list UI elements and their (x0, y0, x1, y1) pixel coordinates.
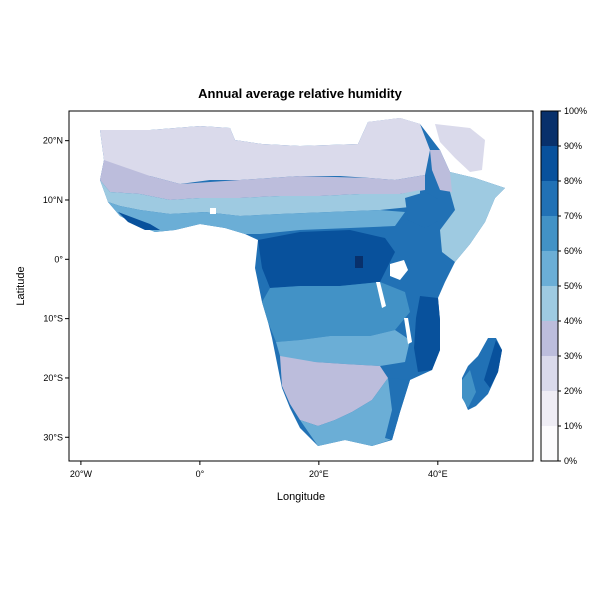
legend-label: 60% (564, 246, 582, 256)
guinea-coast (118, 212, 160, 230)
kalahari-zone (280, 356, 388, 426)
plot-frame (68, 110, 534, 462)
legend-label: 0% (564, 456, 577, 466)
legend-label: 70% (564, 211, 582, 221)
x-tick-label: 20°E (309, 469, 329, 479)
arabian-peninsula (435, 124, 485, 172)
lake-volta (210, 208, 216, 214)
legend-label: 40% (564, 316, 582, 326)
y-tick-label: 20°S (43, 373, 63, 383)
legend-label: 20% (564, 386, 582, 396)
sahel-band-1 (100, 160, 425, 200)
southern-band-2 (276, 330, 410, 366)
congo-wettest (355, 256, 363, 268)
lake-victoria (390, 260, 408, 280)
madagascar-west (462, 370, 476, 408)
legend-swatch (541, 426, 558, 461)
color-legend: 0% 10% 20% 30% 40% 50% 60% 70% 80% 90% 100% (540, 106, 587, 466)
egypt-zone (368, 118, 425, 165)
y-tick-label: 20°N (43, 136, 63, 146)
y-axis-label: Latitude (15, 266, 27, 305)
horn-zone (440, 172, 505, 262)
southeast-coast (385, 378, 410, 440)
legend-swatch (541, 356, 558, 391)
ethiopia-highlands (405, 192, 440, 228)
legend-swatch (541, 286, 558, 321)
legend-label: 90% (564, 141, 582, 151)
y-tick-label: 30°S (43, 432, 63, 442)
x-tick-label: 20°W (70, 469, 93, 479)
x-axis-label: Longitude (277, 491, 325, 503)
cape-zone (300, 378, 400, 446)
legend-label: 30% (564, 351, 582, 361)
legend-label: 100% (564, 106, 587, 116)
y-axis: 20°N 10°N 0° 10°S 20°S 30°S (43, 136, 69, 442)
congo-core (258, 230, 395, 288)
legend-swatch (541, 181, 558, 216)
x-tick-label: 0° (196, 469, 205, 479)
map-layers (100, 118, 505, 446)
sahel-band-3 (108, 202, 405, 234)
map-title: Annual average relative humidity (198, 86, 403, 101)
southern-band-1 (262, 282, 410, 342)
legend-swatch (541, 146, 558, 181)
sahel-band-2 (100, 180, 420, 216)
east-coast-belt (414, 296, 440, 372)
legend-label: 80% (564, 176, 582, 186)
legend-swatch (541, 251, 558, 286)
legend-label: 50% (564, 281, 582, 291)
x-tick-label: 40°E (428, 469, 448, 479)
madagascar-east-coast (484, 340, 502, 388)
legend-swatch (541, 111, 558, 146)
red-sea-coast (430, 150, 452, 192)
y-tick-label: 0° (54, 254, 63, 264)
sahara-zone (100, 118, 430, 184)
y-tick-label: 10°N (43, 195, 63, 205)
y-tick-label: 10°S (43, 314, 63, 324)
legend-label: 10% (564, 421, 582, 431)
legend-swatch (541, 391, 558, 426)
lake-malawi (404, 318, 412, 344)
lake-tanganyika (376, 282, 386, 308)
x-axis: 20°W 0° 20°E 40°E (70, 461, 448, 479)
legend-swatch (541, 216, 558, 251)
legend-swatch (541, 321, 558, 356)
